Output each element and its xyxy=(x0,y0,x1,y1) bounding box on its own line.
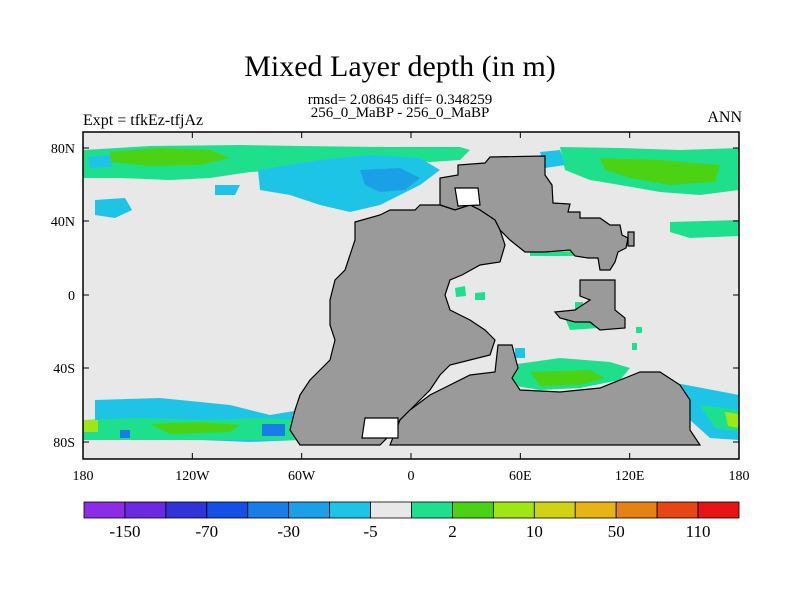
colorbar-swatch xyxy=(411,501,453,519)
x-tick-label: 120W xyxy=(175,469,210,484)
y-tick-label: 80N xyxy=(51,142,75,157)
plot-title: Mixed Layer depth (in m) xyxy=(244,50,556,83)
land-masses xyxy=(289,155,702,446)
anomaly-patch xyxy=(540,150,565,168)
anomaly-patch xyxy=(600,158,720,185)
colorbar-swatch xyxy=(697,501,740,519)
colorbar-swatch xyxy=(124,501,167,519)
colorbar-swatch xyxy=(656,501,699,519)
anomaly-patch xyxy=(88,155,112,168)
anomaly-patch xyxy=(83,420,98,432)
anomaly-patch xyxy=(360,168,420,192)
colorbar-swatch xyxy=(615,501,658,519)
colorbar-label: -70 xyxy=(195,522,218,541)
inland-sea xyxy=(454,187,481,207)
y-tick-label: 40N xyxy=(51,215,75,230)
colorbar-swatch xyxy=(83,501,126,519)
land-mass xyxy=(627,231,635,247)
colorbar-label: 110 xyxy=(686,522,711,541)
x-tick-label: 180 xyxy=(729,469,750,484)
colorbar-swatch xyxy=(165,501,208,519)
y-axis-labels: 80N 40N 0 40S 80S xyxy=(51,142,75,451)
anomaly-patch xyxy=(632,343,637,350)
anomaly-patch xyxy=(150,422,240,434)
x-tick-label: 180 xyxy=(73,469,94,484)
colorbar-swatch xyxy=(452,501,494,519)
colorbar-label: -5 xyxy=(363,522,377,541)
colorbar-swatch xyxy=(247,501,290,519)
experiment-label: Expt = tfkEz-tfjAz xyxy=(83,112,204,129)
anomaly-patch xyxy=(670,220,739,238)
x-tick-label: 0 xyxy=(408,469,415,484)
anomaly-patch xyxy=(215,185,240,195)
x-tick-label: 120E xyxy=(615,469,645,484)
stats-line: rmsd= 2.08645 diff= 0.348259 xyxy=(307,92,493,108)
season-label: ANN xyxy=(707,109,742,126)
colorbar-label: -30 xyxy=(277,522,300,541)
y-tick-label: 80S xyxy=(53,436,75,451)
land-mass xyxy=(289,204,506,446)
anomaly-patch xyxy=(95,198,132,218)
colorbar-swatch xyxy=(288,501,331,519)
plot-subtitle: 256_0_MaBP - 256_0_MaBP xyxy=(310,105,490,121)
anomaly-patch xyxy=(530,370,605,386)
colorbar: -150 -70 -30 -5 2 10 50 110 xyxy=(83,501,740,541)
map-panel xyxy=(82,131,740,460)
y-tick-label: 0 xyxy=(68,289,75,304)
anomaly-patch xyxy=(725,412,739,428)
inland-sea xyxy=(361,417,399,439)
x-axis-labels: 180 120W 60W 0 60E 120E 180 xyxy=(73,469,750,484)
colorbar-label: 50 xyxy=(608,522,625,541)
colorbar-swatch xyxy=(329,501,371,519)
colorbar-swatch xyxy=(533,501,576,519)
land-mass xyxy=(389,344,702,446)
colorbar-swatch xyxy=(574,501,617,519)
colorbar-swatch xyxy=(492,501,535,519)
anomaly-patch xyxy=(455,286,466,297)
x-tick-label: 60E xyxy=(509,469,532,484)
colorbar-label: 2 xyxy=(448,522,457,541)
inland-seas xyxy=(361,187,481,439)
y-tick-label: 40S xyxy=(53,362,75,377)
anomaly-patch xyxy=(475,292,485,300)
anomaly-patch xyxy=(110,148,230,166)
axis-ticks xyxy=(82,132,740,459)
colorbar-label: 10 xyxy=(526,522,543,541)
land-mass xyxy=(553,279,626,331)
anomaly-patch xyxy=(636,327,642,333)
anomaly-patch xyxy=(262,424,285,436)
anomaly-patch xyxy=(515,348,525,358)
colorbar-label: -150 xyxy=(109,522,140,541)
colorbar-swatch xyxy=(370,501,412,519)
colorbar-swatch xyxy=(206,501,249,519)
x-tick-label: 60W xyxy=(288,469,316,484)
anomaly-patch xyxy=(120,430,130,438)
